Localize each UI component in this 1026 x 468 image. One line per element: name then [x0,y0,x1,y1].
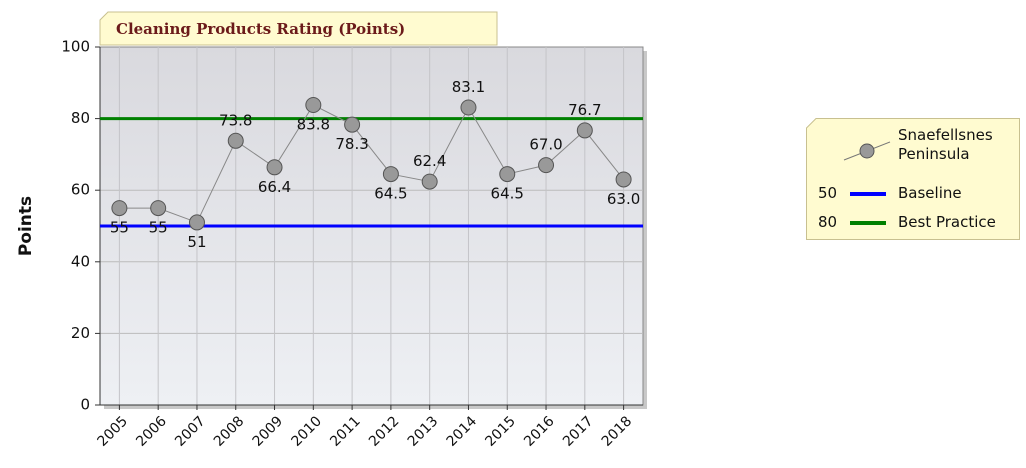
x-tick-label: 2006 [133,413,170,450]
legend-box [806,118,1020,240]
legend-ref-swatch [850,221,886,225]
data-label: 51 [187,233,206,251]
data-label: 64.5 [374,185,407,203]
x-tick-label: 2013 [405,413,442,450]
x-tick-label: 2008 [211,413,248,450]
plot-layer: 0 20 40 60 80 100 2005 2006 2007 2008 2009 2010 2011… [61,38,643,450]
y-axis-label: Points [16,196,36,256]
x-tick-label: 2015 [482,413,519,450]
y-tick-label: 40 [71,252,90,270]
legend-ref-swatch [850,192,886,196]
data-label: 83.8 [297,115,330,133]
chart-title: Cleaning Products Rating (Points) [116,20,405,38]
data-label: 55 [149,219,168,237]
legend: Snaefellsnes Peninsula 50 Baseline 80 Best … [806,118,1020,240]
legend-ref-label: Baseline [898,184,962,202]
y-tick-label: 80 [71,109,90,127]
data-label: 67.0 [529,136,562,154]
x-tick-label: 2010 [288,413,325,450]
data-label: 64.5 [491,185,524,203]
y-tick-label: 20 [71,324,90,342]
x-tick-label: 2014 [444,413,481,450]
legend-ref-label: Best Practice [898,213,996,231]
data-point [227,132,244,149]
legend-ref-value: 80 [818,213,838,231]
legend-series-label: Snaefellsnes Peninsula [898,126,993,163]
data-point [344,116,361,133]
data-point [576,122,593,139]
data-label: 76.7 [568,101,601,119]
data-point [382,166,399,183]
x-tick-label: 2016 [521,413,558,450]
y-tick-label: 60 [71,181,90,199]
data-label: 73.8 [219,111,252,129]
data-point [266,159,283,176]
x-tick-label: 2007 [172,413,209,450]
x-tick-label: 2005 [95,413,132,450]
data-point [111,200,128,217]
data-point [615,171,632,188]
x-tick-label: 2018 [599,413,636,450]
data-label: 63.0 [607,190,640,208]
data-label: 66.4 [258,178,291,196]
x-tick-label: 2011 [327,413,364,450]
y-tick-label: 0 [80,396,90,414]
data-point [538,157,555,174]
x-tick-label: 2009 [250,413,287,450]
data-point [460,99,477,116]
title-box [99,11,498,46]
y-tick-label: 100 [61,38,90,56]
data-point [421,173,438,190]
legend-ref-value: 50 [818,184,838,202]
data-label: 78.3 [335,135,368,153]
data-label: 83.1 [452,78,485,96]
data-point [188,214,205,231]
data-label: 62.4 [413,152,446,170]
data-label: 55 [110,219,129,237]
x-tick-label: 2012 [366,413,403,450]
data-point [499,166,516,183]
data-point [305,96,322,113]
data-point [150,200,167,217]
x-tick-label: 2017 [560,413,597,450]
